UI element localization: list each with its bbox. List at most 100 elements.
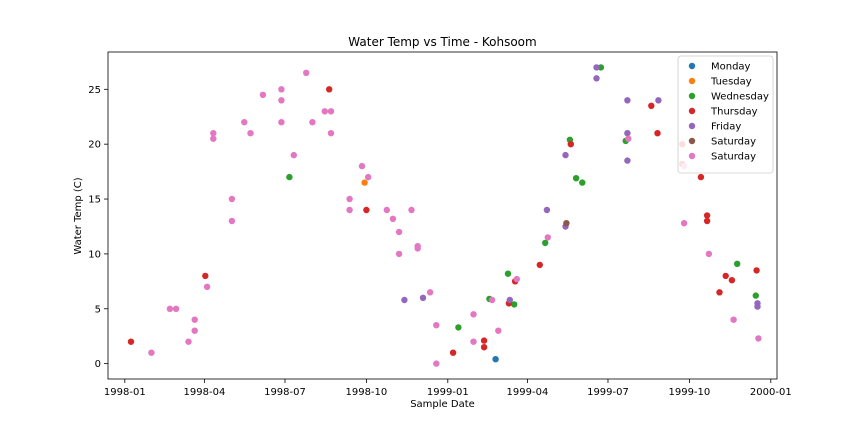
point-6-1 bbox=[166, 305, 174, 312]
point-6-20 bbox=[321, 108, 328, 115]
x-axis-ticks: 1998-01 1998-04 1998-07 1998-10 1999-01 1999-… bbox=[104, 379, 792, 398]
point-6-40 bbox=[495, 327, 502, 334]
point-2-5 bbox=[542, 239, 549, 247]
point-6-5 bbox=[191, 327, 198, 334]
y-tick-label: 5 bbox=[95, 304, 101, 315]
point-3-1 bbox=[202, 272, 209, 280]
point-3-3 bbox=[363, 206, 370, 214]
point-4-10 bbox=[624, 157, 631, 164]
x-tick-label: 2000-01 bbox=[750, 387, 792, 398]
point-6-15 bbox=[278, 97, 285, 104]
point-2-8 bbox=[579, 179, 586, 186]
y-tick-label: 20 bbox=[88, 140, 101, 151]
point-3-21 bbox=[753, 267, 760, 274]
point-6-44 bbox=[680, 220, 688, 227]
legend-marker bbox=[688, 122, 696, 130]
legend-label: Saturday bbox=[711, 137, 756, 148]
point-6-43 bbox=[625, 135, 632, 142]
point-6-2 bbox=[172, 305, 180, 312]
point-6-23 bbox=[346, 195, 353, 203]
legend-label: Friday bbox=[711, 122, 741, 133]
legend: Monday Tuesday Wednesday Thursday Friday Satu… bbox=[677, 55, 774, 174]
point-6-9 bbox=[228, 195, 236, 203]
point-3-18 bbox=[716, 289, 723, 296]
point-3-0 bbox=[127, 338, 135, 345]
point-6-8 bbox=[210, 135, 217, 142]
point-3-5 bbox=[480, 337, 488, 344]
point-4-0 bbox=[401, 296, 408, 304]
x-tick-label: 1999-04 bbox=[507, 387, 549, 398]
point-5-0 bbox=[563, 220, 570, 227]
point-3-10 bbox=[567, 141, 574, 148]
point-3-2 bbox=[326, 86, 333, 93]
x-tick-label: 1999-07 bbox=[587, 387, 629, 398]
point-6-28 bbox=[389, 215, 397, 222]
point-4-3 bbox=[543, 206, 551, 214]
point-4-13 bbox=[754, 303, 761, 310]
point-6-48 bbox=[755, 335, 762, 342]
point-3-4 bbox=[449, 349, 457, 356]
point-2-0 bbox=[286, 173, 293, 181]
point-2-12 bbox=[752, 292, 759, 299]
point-2-3 bbox=[504, 270, 512, 277]
y-tick-label: 10 bbox=[88, 249, 101, 260]
legend-label: Tuesday bbox=[710, 77, 752, 88]
plot-frame bbox=[107, 51, 778, 380]
legend-label: Saturday bbox=[711, 152, 756, 163]
point-4-4 bbox=[562, 151, 569, 159]
legend-marker bbox=[688, 62, 696, 70]
point-2-1 bbox=[455, 324, 462, 331]
point-6-33 bbox=[414, 245, 421, 252]
point-2-4 bbox=[511, 301, 518, 308]
point-1-0 bbox=[361, 179, 368, 186]
point-3-16 bbox=[703, 212, 711, 219]
point-6-35 bbox=[433, 322, 440, 329]
y-tick-label: 25 bbox=[88, 85, 101, 96]
y-axis-label: Water Temp (C) bbox=[73, 177, 84, 254]
x-tick-label: 1998-10 bbox=[345, 387, 387, 398]
point-6-31 bbox=[408, 206, 415, 214]
point-6-41 bbox=[513, 275, 520, 283]
point-6-29 bbox=[395, 228, 403, 236]
point-6-42 bbox=[544, 234, 551, 241]
point-4-11 bbox=[655, 97, 662, 104]
point-6-18 bbox=[303, 69, 310, 77]
point-3-17 bbox=[703, 217, 711, 225]
legend-marker bbox=[688, 92, 696, 100]
y-tick-label: 0 bbox=[95, 359, 101, 370]
legend-label: Wednesday bbox=[711, 92, 769, 103]
point-6-46 bbox=[705, 250, 713, 258]
point-6-12 bbox=[247, 130, 254, 137]
point-4-8 bbox=[624, 97, 631, 104]
point-3-12 bbox=[654, 130, 661, 137]
y-axis-ticks: 0 5 10 15 20 25 bbox=[88, 85, 108, 370]
point-6-17 bbox=[290, 151, 297, 159]
x-tick-label: 1998-07 bbox=[264, 387, 306, 398]
point-0-0 bbox=[492, 356, 499, 363]
point-6-25 bbox=[358, 162, 366, 170]
point-6-21 bbox=[327, 108, 335, 115]
point-4-9 bbox=[624, 130, 631, 137]
point-3-6 bbox=[480, 344, 488, 351]
point-3-15 bbox=[697, 173, 705, 181]
point-2-7 bbox=[572, 175, 580, 182]
legend-label: Thursday bbox=[710, 107, 758, 118]
point-4-6 bbox=[593, 64, 600, 71]
point-6-6 bbox=[203, 283, 211, 290]
point-3-9 bbox=[536, 261, 543, 269]
legend-marker bbox=[688, 107, 696, 115]
point-6-37 bbox=[470, 311, 477, 318]
point-6-36 bbox=[433, 360, 440, 367]
point-4-1 bbox=[419, 294, 427, 301]
point-6-4 bbox=[191, 316, 198, 323]
point-2-9 bbox=[597, 64, 605, 71]
point-6-22 bbox=[327, 130, 335, 137]
point-6-39 bbox=[488, 296, 496, 304]
point-3-20 bbox=[728, 277, 736, 284]
legend-box bbox=[677, 55, 774, 174]
legend-label: Monday bbox=[711, 62, 751, 73]
x-tick-label: 1998-01 bbox=[104, 387, 146, 398]
point-6-34 bbox=[426, 289, 434, 296]
x-axis-label: Sample Date bbox=[410, 399, 475, 410]
